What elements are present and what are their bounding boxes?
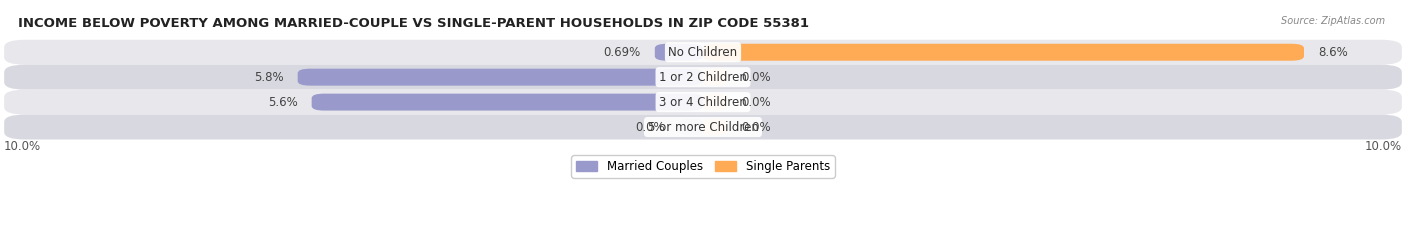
FancyBboxPatch shape	[4, 40, 1402, 65]
Text: Source: ZipAtlas.com: Source: ZipAtlas.com	[1281, 16, 1385, 26]
FancyBboxPatch shape	[298, 69, 703, 86]
FancyBboxPatch shape	[655, 44, 703, 61]
Text: 0.69%: 0.69%	[603, 46, 641, 59]
FancyBboxPatch shape	[703, 44, 1303, 61]
FancyBboxPatch shape	[703, 94, 727, 111]
Text: 10.0%: 10.0%	[4, 140, 41, 153]
FancyBboxPatch shape	[4, 115, 1402, 140]
Legend: Married Couples, Single Parents: Married Couples, Single Parents	[571, 155, 835, 178]
Text: 5.8%: 5.8%	[254, 71, 284, 84]
Text: 1 or 2 Children: 1 or 2 Children	[659, 71, 747, 84]
Text: 5.6%: 5.6%	[269, 96, 298, 109]
FancyBboxPatch shape	[4, 65, 1402, 90]
Text: INCOME BELOW POVERTY AMONG MARRIED-COUPLE VS SINGLE-PARENT HOUSEHOLDS IN ZIP COD: INCOME BELOW POVERTY AMONG MARRIED-COUPL…	[18, 17, 808, 30]
Text: 10.0%: 10.0%	[1365, 140, 1402, 153]
Text: 0.0%: 0.0%	[741, 120, 770, 134]
Text: 0.0%: 0.0%	[741, 96, 770, 109]
Text: 5 or more Children: 5 or more Children	[648, 120, 758, 134]
FancyBboxPatch shape	[4, 90, 1402, 115]
Text: 3 or 4 Children: 3 or 4 Children	[659, 96, 747, 109]
Text: 0.0%: 0.0%	[636, 120, 665, 134]
Text: No Children: No Children	[668, 46, 738, 59]
FancyBboxPatch shape	[312, 94, 703, 111]
FancyBboxPatch shape	[703, 69, 727, 86]
FancyBboxPatch shape	[703, 119, 727, 136]
Text: 8.6%: 8.6%	[1317, 46, 1348, 59]
FancyBboxPatch shape	[679, 119, 703, 136]
Text: 0.0%: 0.0%	[741, 71, 770, 84]
